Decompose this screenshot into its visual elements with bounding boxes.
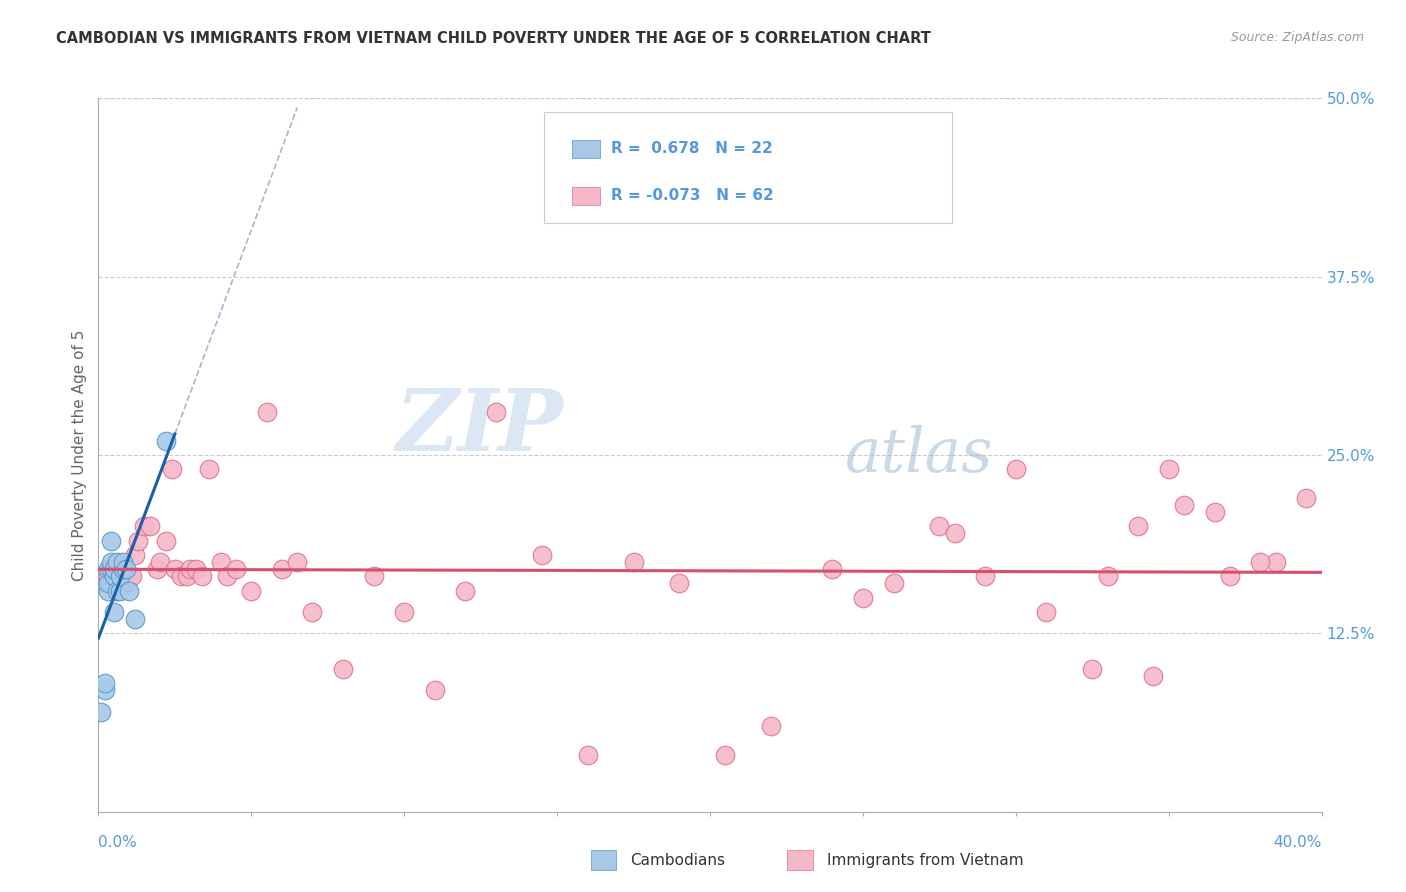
Point <box>240 583 263 598</box>
Point <box>121 569 143 583</box>
Point <box>1295 491 1317 505</box>
Point <box>90 705 112 719</box>
Point <box>155 533 177 548</box>
Text: R = -0.073   N = 62: R = -0.073 N = 62 <box>612 188 775 203</box>
Point <box>111 555 134 569</box>
Y-axis label: Child Poverty Under the Age of 5: Child Poverty Under the Age of 5 <box>72 329 87 581</box>
Point <box>155 434 177 448</box>
Point <box>1249 555 1271 569</box>
Point <box>1142 669 1164 683</box>
Point <box>105 583 128 598</box>
Point <box>191 569 214 583</box>
Point <box>163 562 186 576</box>
Point <box>1219 569 1241 583</box>
Text: R =  0.678   N = 22: R = 0.678 N = 22 <box>612 141 773 156</box>
Point <box>759 719 782 733</box>
Point <box>1097 569 1119 583</box>
Point <box>1128 519 1150 533</box>
Point <box>454 583 477 598</box>
Point <box>197 462 219 476</box>
Text: ZIP: ZIP <box>395 384 564 468</box>
Point <box>115 576 138 591</box>
Point <box>209 555 232 569</box>
Point <box>1173 498 1195 512</box>
Point <box>124 612 146 626</box>
Point <box>108 569 131 583</box>
Point <box>105 583 128 598</box>
Point <box>668 576 690 591</box>
Point <box>93 676 115 690</box>
Point <box>821 562 844 576</box>
Point <box>423 683 446 698</box>
Point <box>100 533 122 548</box>
Point <box>270 562 292 576</box>
Point <box>1081 662 1104 676</box>
Point <box>485 405 508 419</box>
Point <box>1004 462 1026 476</box>
Text: 40.0%: 40.0% <box>1274 836 1322 850</box>
Point <box>97 569 120 583</box>
Point <box>105 555 128 569</box>
Text: Immigrants from Vietnam: Immigrants from Vietnam <box>827 853 1024 868</box>
Point <box>974 569 997 583</box>
Point <box>186 562 208 576</box>
Point <box>93 683 115 698</box>
Point <box>111 576 134 591</box>
Point <box>179 562 201 576</box>
Point <box>108 583 131 598</box>
Point <box>100 562 122 576</box>
Point <box>285 555 308 569</box>
Point <box>363 569 385 583</box>
Point <box>256 405 278 419</box>
Point <box>225 562 247 576</box>
Point <box>215 569 238 583</box>
Point <box>852 591 875 605</box>
Point <box>160 462 183 476</box>
Point <box>332 662 354 676</box>
Point <box>108 569 131 583</box>
Text: 0.0%: 0.0% <box>98 836 138 850</box>
Point <box>134 519 156 533</box>
Point <box>883 576 905 591</box>
Point <box>97 583 120 598</box>
Point <box>124 548 146 562</box>
Point <box>103 562 125 576</box>
Point <box>149 555 172 569</box>
Point <box>97 576 120 591</box>
Point <box>139 519 162 533</box>
Point <box>111 562 134 576</box>
Text: Source: ZipAtlas.com: Source: ZipAtlas.com <box>1230 31 1364 45</box>
Text: Cambodians: Cambodians <box>630 853 725 868</box>
Point <box>623 555 645 569</box>
Point <box>103 605 125 619</box>
Point <box>176 569 198 583</box>
Point <box>1157 462 1180 476</box>
Point <box>1035 605 1057 619</box>
Point <box>100 562 122 576</box>
Point <box>103 569 125 583</box>
Point <box>943 526 966 541</box>
Point <box>1264 555 1286 569</box>
Text: atlas: atlas <box>845 425 993 485</box>
Point <box>301 605 323 619</box>
Point <box>97 562 120 576</box>
Point <box>170 569 193 583</box>
Point <box>127 533 149 548</box>
Point <box>530 548 553 562</box>
Point <box>118 583 141 598</box>
Point <box>392 605 416 619</box>
Point <box>115 562 138 576</box>
Point <box>100 555 122 569</box>
Point <box>1204 505 1226 519</box>
Point <box>576 747 599 762</box>
Point <box>145 562 167 576</box>
Text: CAMBODIAN VS IMMIGRANTS FROM VIETNAM CHILD POVERTY UNDER THE AGE OF 5 CORRELATIO: CAMBODIAN VS IMMIGRANTS FROM VIETNAM CHI… <box>56 31 931 46</box>
Point <box>714 747 737 762</box>
Point <box>928 519 950 533</box>
Point <box>118 569 141 583</box>
